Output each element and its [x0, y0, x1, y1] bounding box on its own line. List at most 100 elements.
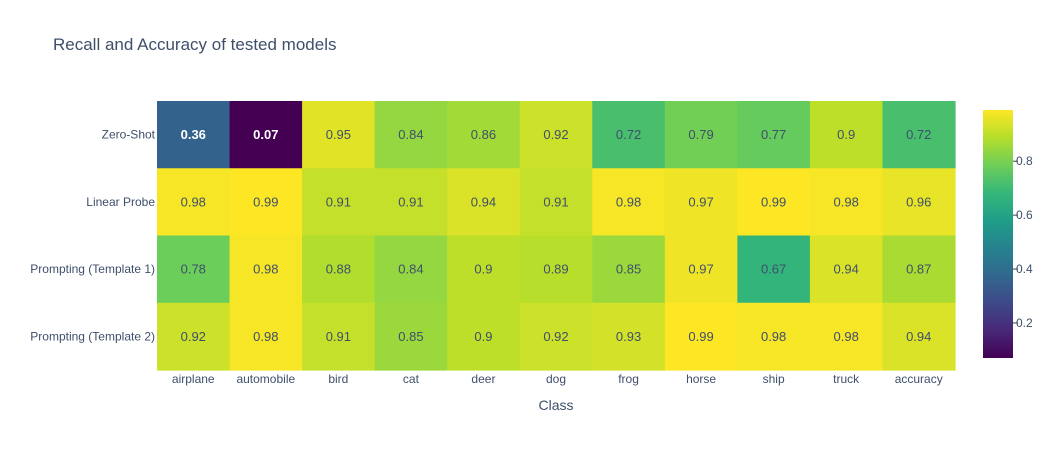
heatmap-cell: [229, 302, 303, 371]
heatmap-cell: [374, 168, 448, 237]
cell-value-label: 0.84: [398, 262, 423, 277]
heatmap-cell: [737, 168, 811, 237]
cell-value-label: 0.91: [326, 194, 351, 209]
heatmap-cell: [809, 168, 884, 237]
x-tick-label: accuracy: [895, 372, 943, 386]
x-tick-label: truck: [833, 372, 860, 386]
y-axis-ticks: Zero-Shot Linear Probe Prompting (Template…: [30, 128, 155, 344]
heatmap-cell: [157, 235, 231, 304]
cell-value-label: 0.91: [398, 194, 423, 209]
cell-value-label: 0.94: [471, 194, 496, 209]
heatmap-cell: [882, 235, 956, 304]
cell-value-label: 0.98: [253, 262, 278, 277]
cell-value-label: 0.94: [906, 329, 931, 344]
heatmap-cell: [809, 235, 884, 304]
heatmap-cell: [737, 235, 811, 304]
heatmap-cell: [302, 101, 376, 169]
heatmap-cell: [447, 168, 521, 237]
x-tick-label: ship: [763, 372, 785, 386]
heatmap-cells: [157, 101, 956, 371]
cell-value-label: 0.99: [688, 329, 713, 344]
heatmap-cell: [592, 235, 666, 304]
heatmap-cell: [447, 302, 521, 371]
cell-value-label: 0.94: [834, 262, 859, 277]
chart-title: Recall and Accuracy of tested models: [53, 35, 336, 54]
cell-value-label: 0.91: [543, 194, 568, 209]
heatmap-cell: [882, 302, 956, 371]
colorbar-tick-label: 0.6: [1016, 208, 1033, 222]
heatmap-cell: [519, 168, 593, 237]
cell-value-label: 0.98: [616, 194, 641, 209]
cell-value-label: 0.85: [398, 329, 423, 344]
x-tick-label: bird: [328, 372, 348, 386]
heatmap-cell: [737, 101, 811, 169]
cell-value-label: 0.98: [253, 329, 278, 344]
heatmap-cell: [374, 302, 448, 371]
cell-value-label: 0.98: [834, 194, 859, 209]
colorbar-tick-label: 0.8: [1016, 154, 1033, 168]
colorbar-tick-label: 0.4: [1016, 262, 1033, 276]
cell-value-label: 0.97: [688, 262, 713, 277]
cell-value-label: 0.99: [253, 194, 278, 209]
heatmap-cell: [882, 101, 956, 169]
heatmap-cell: [157, 168, 231, 237]
heatmap-cell: [664, 235, 738, 304]
heatmap-cell-labels: 0.36 0.07 0.95 0.84 0.86 0.92 0.72 0.79 0.77 0.9 0…: [181, 127, 932, 344]
heatmap-cell: [592, 302, 666, 371]
heatmap-cell: [302, 302, 376, 371]
cell-value-label: 0.92: [543, 329, 568, 344]
cell-value-label: 0.78: [181, 262, 206, 277]
y-tick-label: Prompting (Template 2): [30, 329, 155, 343]
heatmap-cell: [157, 101, 231, 169]
x-tick-label: cat: [403, 372, 420, 386]
heatmap-cell: [302, 168, 376, 237]
cell-value-label: 0.96: [906, 194, 931, 209]
y-tick-label: Prompting (Template 1): [30, 262, 155, 276]
heatmap-cell: [882, 168, 956, 237]
x-tick-label: dog: [546, 372, 566, 386]
cell-value-label: 0.86: [471, 127, 496, 142]
cell-value-label: 0.93: [616, 329, 641, 344]
cell-value-label: 0.98: [181, 194, 206, 209]
cell-value-label: 0.9: [474, 262, 492, 277]
cell-value-label: 0.92: [543, 127, 568, 142]
heatmap-cell: [592, 168, 666, 237]
heatmap-cell: [664, 302, 738, 371]
cell-value-label: 0.79: [688, 127, 713, 142]
cell-value-label: 0.72: [616, 127, 641, 142]
heatmap-cell: [374, 235, 448, 304]
colorbar: 0.2 0.4 0.6 0.8: [983, 110, 1033, 358]
heatmap-cell: [302, 235, 376, 304]
x-tick-label: frog: [618, 372, 639, 386]
x-tick-label: airplane: [172, 372, 215, 386]
cell-value-label: 0.9: [837, 127, 855, 142]
colorbar-ticks: 0.2 0.4 0.6 0.8: [1013, 154, 1033, 330]
x-tick-label: horse: [686, 372, 716, 386]
cell-value-label: 0.95: [326, 127, 351, 142]
heatmap-cell: [664, 101, 738, 169]
heatmap-cell: [519, 235, 593, 304]
x-tick-label: deer: [471, 372, 495, 386]
cell-value-label: 0.98: [834, 329, 859, 344]
heatmap-cell: [664, 168, 738, 237]
cell-value-label: 0.91: [326, 329, 351, 344]
heatmap-cell: [229, 235, 303, 304]
heatmap-cell: [447, 101, 521, 169]
heatmap-cell: [157, 302, 231, 371]
cell-value-label: 0.84: [398, 127, 423, 142]
cell-value-label: 0.72: [906, 127, 931, 142]
heatmap-cell: [229, 168, 303, 237]
colorbar-tick-label: 0.2: [1016, 316, 1033, 330]
cell-value-label: 0.77: [761, 127, 786, 142]
x-axis-ticks: airplane automobile bird cat deer dog frog hors…: [172, 372, 943, 386]
cell-value-label: 0.07: [253, 127, 278, 142]
cell-value-label: 0.87: [906, 262, 931, 277]
cell-value-label: 0.99: [761, 194, 786, 209]
cell-value-label: 0.9: [474, 329, 492, 344]
cell-value-label: 0.92: [181, 329, 206, 344]
cell-value-label: 0.97: [688, 194, 713, 209]
cell-value-label: 0.36: [181, 127, 206, 142]
heatmap-cell: [447, 235, 521, 304]
colorbar-gradient: [983, 110, 1013, 358]
